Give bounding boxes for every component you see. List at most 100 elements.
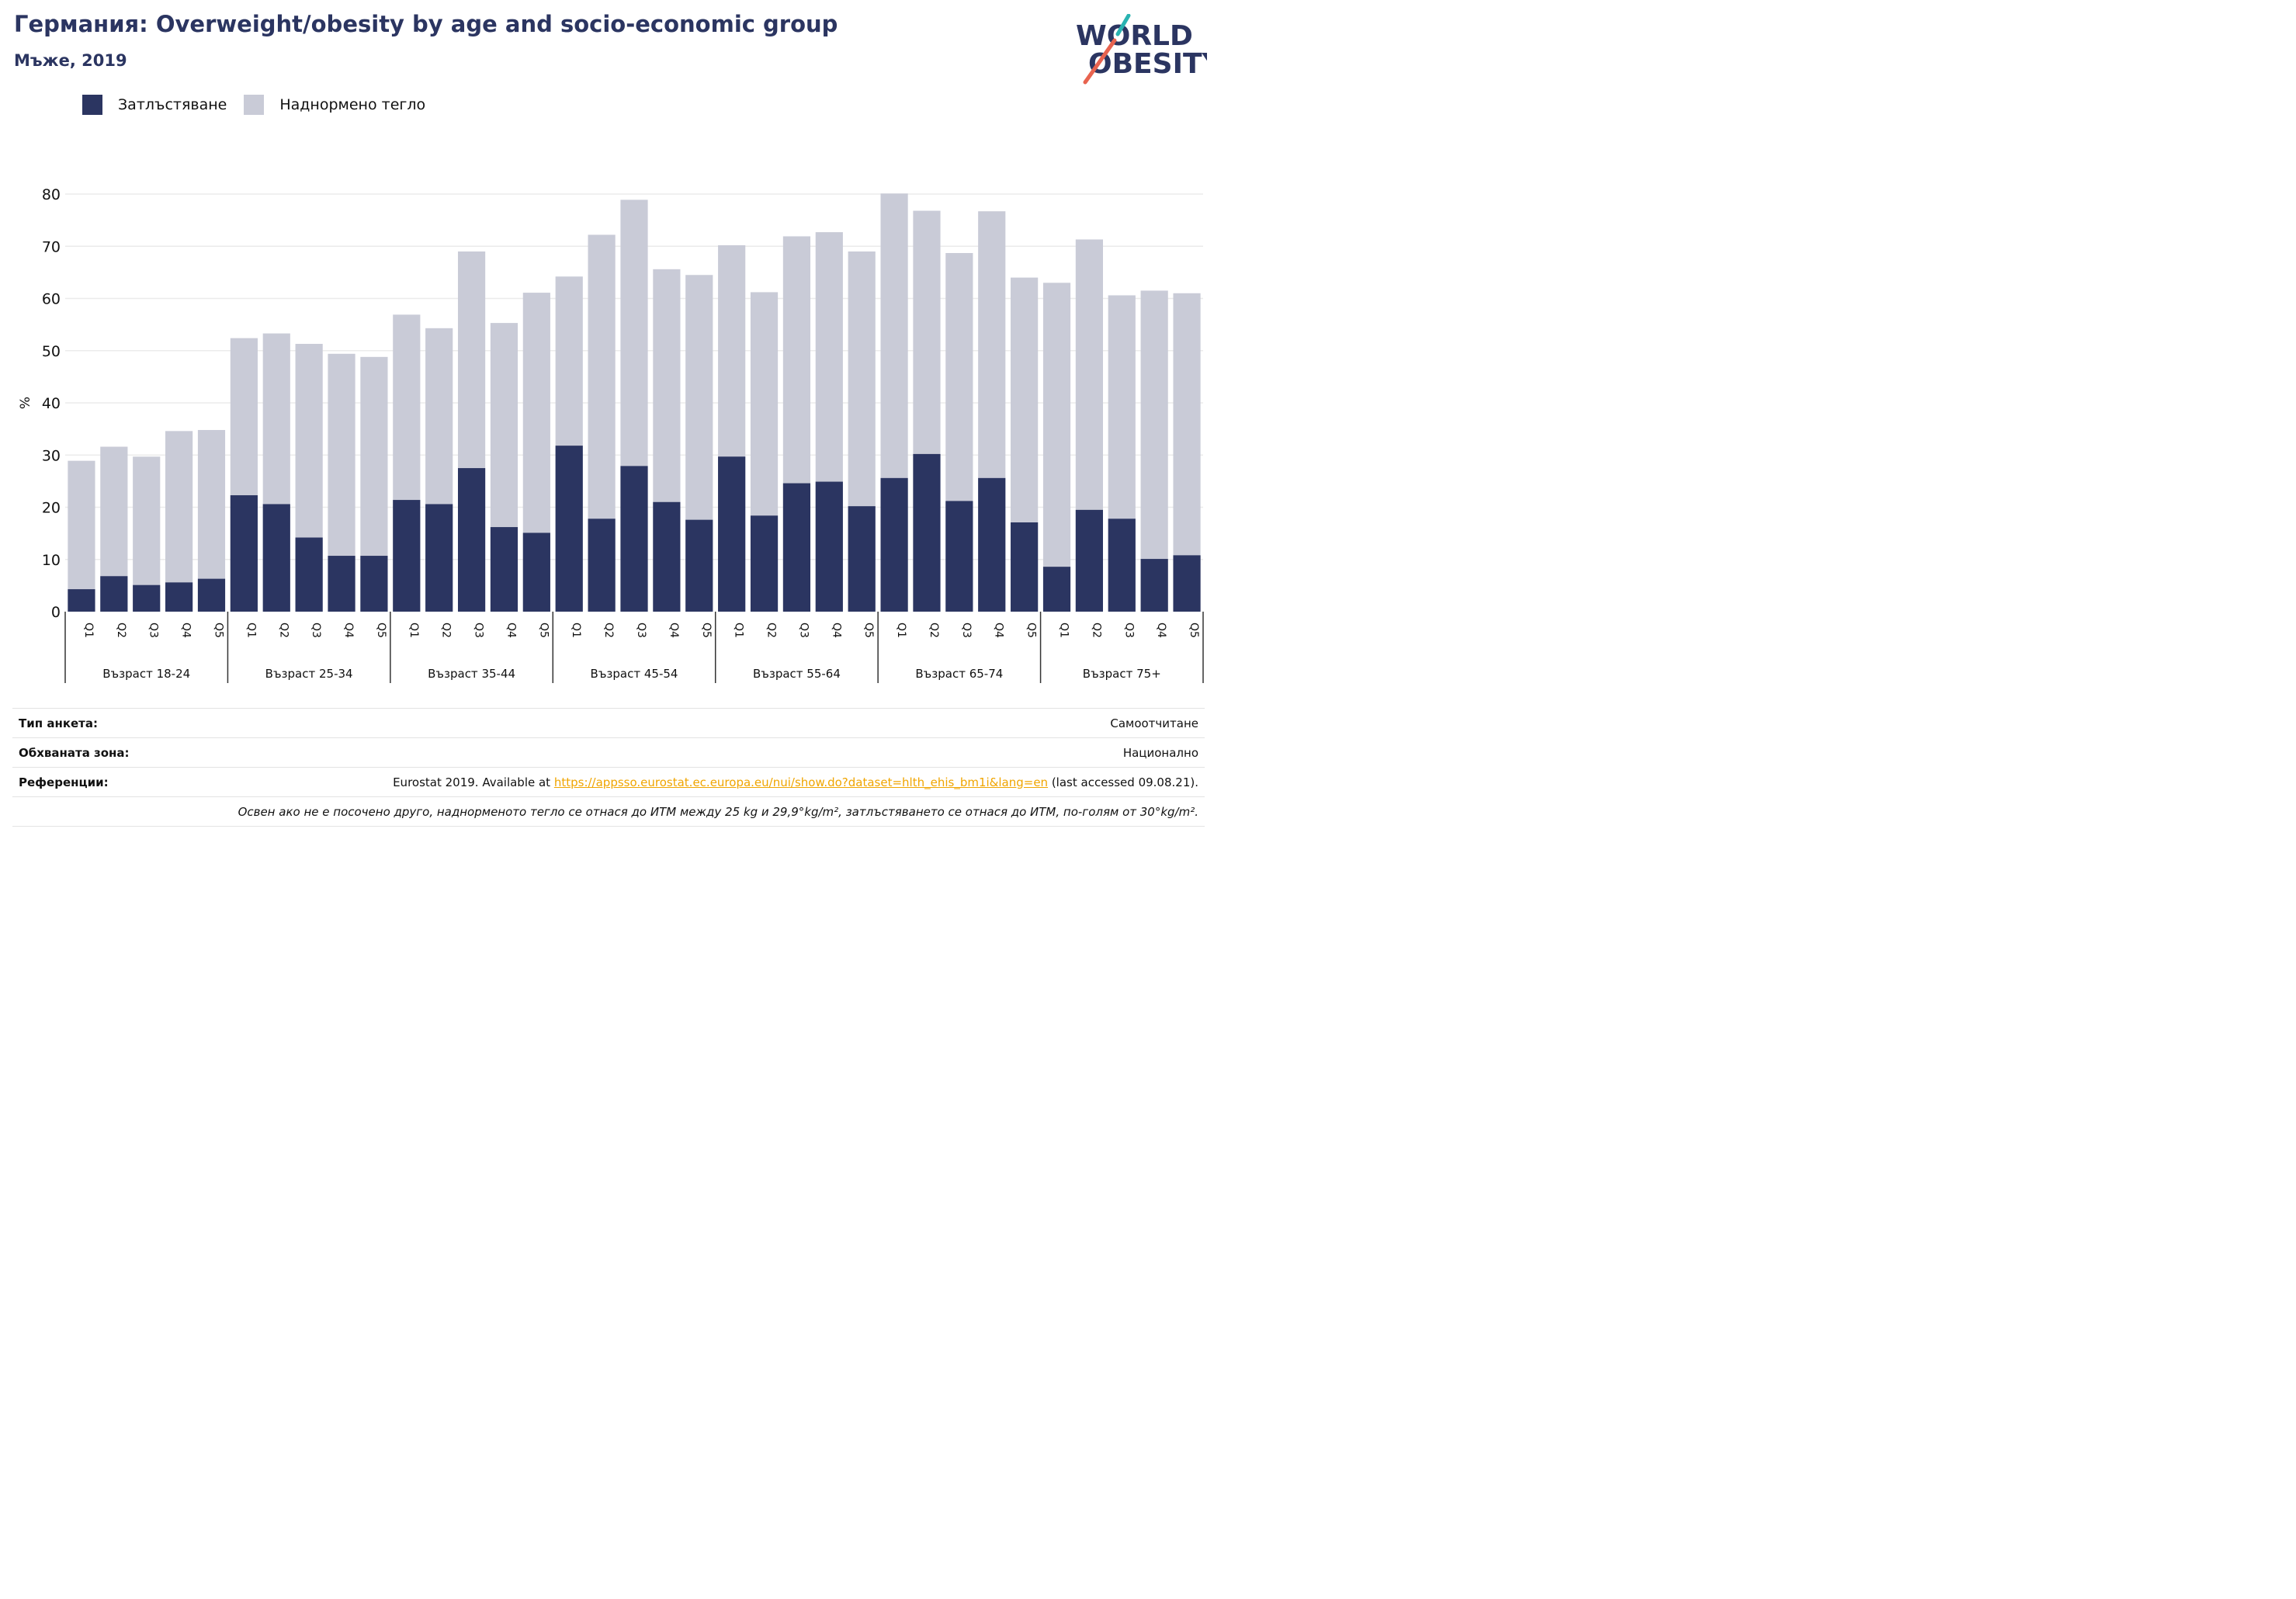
- bar-obesity: [685, 519, 713, 612]
- logo-slash-coral: [1083, 38, 1117, 85]
- x-tick-label: Q3: [960, 623, 973, 638]
- x-tick-label: Q2: [440, 623, 453, 638]
- legend-swatch-overweight: [244, 95, 265, 115]
- chart-legend: Затлъстяване Наднормено тегло: [82, 95, 442, 115]
- x-tick-label: Q1: [408, 623, 420, 638]
- bar-obesity: [425, 504, 453, 612]
- ref-suffix: (last accessed 09.08.21).: [1048, 775, 1198, 789]
- survey-type-value: Самоотчитане: [1110, 716, 1198, 730]
- x-tick-label: Q3: [147, 623, 160, 638]
- x-tick-label: Q1: [1058, 623, 1070, 638]
- bar-obesity: [522, 532, 550, 612]
- legend-item-obesity: Затлъстяване: [82, 95, 227, 115]
- references-key: Референции:: [19, 775, 109, 789]
- x-tick-label: Q3: [310, 623, 322, 638]
- x-tick-label: Q2: [277, 623, 290, 638]
- bar-obesity: [197, 578, 226, 612]
- chart-footer: Тип анкета: Самоотчитане Обхваната зона:…: [12, 708, 1205, 827]
- y-tick-label: 80: [42, 186, 61, 203]
- bar-obesity: [978, 477, 1006, 612]
- bar-overweight: [165, 431, 193, 612]
- bar-chart: 0 10 20 30 40 50 60 70 80% Q1 Q2 Q3 Q4 Q5 Възраст 18-2…: [18, 186, 1204, 683]
- bar-obesity: [100, 576, 128, 612]
- survey-type-key: Тип анкета:: [19, 716, 98, 730]
- bar-obesity: [945, 501, 973, 612]
- bar-obesity: [555, 446, 583, 612]
- x-tick-label: Q2: [1090, 623, 1102, 638]
- bar-obesity: [880, 477, 908, 612]
- footer-row-survey: Тип анкета: Самоотчитане: [12, 708, 1205, 737]
- bar-obesity: [328, 556, 355, 612]
- group-label: Възраст 65-74: [915, 667, 1003, 681]
- legend-swatch-obesity: [82, 95, 102, 115]
- x-tick-label: Q5: [700, 623, 713, 638]
- x-tick-label: Q3: [635, 623, 647, 638]
- ref-link[interactable]: https://appsso.eurostat.ec.europa.eu/nui…: [553, 775, 1049, 789]
- group-label: Възраст 75+: [1083, 667, 1161, 681]
- definition-note: Освен ако не е посочено друго, наднормен…: [238, 804, 1198, 819]
- x-tick-label: Q4: [342, 623, 355, 638]
- bar-overweight: [1140, 290, 1168, 612]
- x-tick-label: Q5: [1188, 623, 1200, 638]
- bar-obesity: [750, 515, 779, 612]
- bar-obesity: [782, 483, 811, 612]
- y-axis-label: %: [18, 397, 33, 409]
- x-tick-label: Q4: [993, 623, 1005, 638]
- y-tick-label: 10: [42, 552, 61, 569]
- bar-obesity: [1075, 509, 1103, 612]
- bar-overweight: [1042, 283, 1071, 612]
- x-tick-label: Q1: [570, 623, 582, 638]
- bar-obesity: [133, 584, 161, 612]
- area-value: Национално: [1122, 745, 1198, 760]
- bar-obesity: [490, 527, 519, 612]
- bar-obesity: [620, 466, 648, 612]
- x-tick-label: Q2: [765, 623, 778, 638]
- bar-obesity: [815, 481, 843, 612]
- x-tick-label: Q2: [115, 623, 127, 638]
- x-tick-label: Q1: [82, 623, 95, 638]
- x-tick-label: Q2: [602, 623, 615, 638]
- y-tick-label: 60: [42, 291, 61, 308]
- group-label: Възраст 18-24: [102, 667, 190, 681]
- x-tick-label: Q4: [180, 623, 192, 638]
- x-tick-label: Q4: [830, 623, 842, 638]
- bar-obesity: [360, 556, 388, 612]
- bar-obesity: [1140, 559, 1168, 612]
- chart-subtitle: Мъже, 2019: [14, 51, 127, 70]
- footer-row-references: Референции: Eurostat 2019. Available at …: [12, 767, 1205, 796]
- bar-overweight: [68, 460, 95, 612]
- x-tick-label: Q5: [537, 623, 550, 638]
- legend-item-overweight: Наднормено тегло: [244, 95, 425, 115]
- x-tick-label: Q4: [668, 623, 680, 638]
- ref-prefix: Eurostat 2019. Available at: [393, 775, 554, 789]
- bar-obesity: [718, 456, 746, 612]
- legend-label-overweight: Наднормено тегло: [279, 96, 426, 113]
- references-value: Eurostat 2019. Available at https://apps…: [393, 775, 1198, 789]
- bar-obesity: [457, 468, 486, 612]
- bar-obesity: [230, 495, 258, 612]
- footer-row-area: Обхваната зона: Национално: [12, 737, 1205, 767]
- bar-obesity: [1011, 522, 1039, 612]
- x-tick-label: Q3: [1122, 623, 1135, 638]
- x-tick-label: Q5: [212, 623, 224, 638]
- y-tick-label: 0: [51, 604, 61, 621]
- y-tick-label: 50: [42, 343, 61, 360]
- bar-obesity: [262, 504, 290, 612]
- bar-obesity: [1173, 555, 1201, 612]
- bar-obesity: [1108, 519, 1136, 612]
- x-tick-label: Q4: [505, 623, 517, 638]
- x-tick-label: Q1: [245, 623, 257, 638]
- x-tick-label: Q1: [733, 623, 745, 638]
- bar-obesity: [393, 500, 421, 612]
- bar-obesity: [68, 589, 95, 612]
- x-tick-label: Q5: [862, 623, 875, 638]
- bar-obesity: [913, 453, 941, 612]
- logo-line1: WORLD: [1076, 20, 1193, 52]
- y-tick-label: 20: [42, 500, 61, 517]
- group-label: Възраст 45-54: [591, 667, 678, 681]
- bar-obesity: [653, 501, 681, 612]
- y-tick-label: 40: [42, 395, 61, 412]
- bar-obesity: [1042, 567, 1071, 612]
- y-tick-label: 70: [42, 238, 61, 255]
- chart-title: Германия: Overweight/obesity by age and …: [14, 11, 838, 37]
